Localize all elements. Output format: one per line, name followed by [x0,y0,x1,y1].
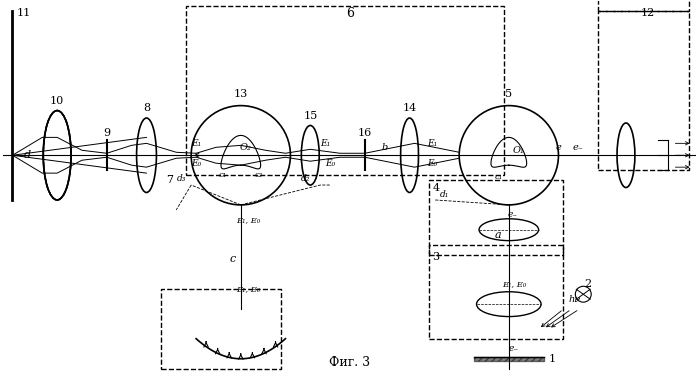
Text: 16: 16 [358,128,372,138]
Text: 9: 9 [103,128,110,138]
Text: 4: 4 [433,183,440,193]
Text: 15: 15 [303,111,317,121]
Text: a: a [494,230,501,240]
Bar [161,289,280,369]
Bar [598,11,689,170]
Text: 5: 5 [505,89,512,99]
Text: 1: 1 [549,354,556,364]
Text: E₀: E₀ [325,159,336,168]
Text: E₀: E₀ [427,159,438,168]
Text: c₁: c₁ [495,173,503,181]
Text: c₁: c₁ [219,171,227,179]
Text: 12: 12 [641,8,655,18]
Bar [186,6,504,175]
Text: E₁, E₀: E₁, E₀ [502,280,526,288]
Text: 8: 8 [143,103,150,113]
Text: 10: 10 [50,96,64,106]
Text: e₋: e₋ [573,143,584,152]
Text: 2: 2 [584,279,592,289]
Text: O₂: O₂ [240,143,252,152]
Text: d₁: d₁ [440,191,449,199]
Text: E₁: E₁ [191,139,201,148]
Text: d₂: d₂ [301,174,310,183]
Text: 7: 7 [166,175,173,185]
Bar [429,244,563,339]
Text: e₋: e₋ [509,345,519,353]
Text: 6: 6 [346,7,354,20]
Text: 13: 13 [233,89,248,99]
Text: hν: hν [568,295,580,304]
Text: E₁: E₁ [427,139,438,148]
Text: d: d [24,150,31,160]
Text: Фиг. 3: Фиг. 3 [329,356,370,369]
Text: E₁, E₀: E₁, E₀ [237,285,261,293]
Text: c: c [230,254,236,265]
Text: e: e [556,143,561,152]
Text: e₋: e₋ [507,210,518,219]
Text: c₂: c₂ [254,171,263,179]
Text: O₁: O₁ [513,146,525,155]
Text: 14: 14 [403,103,417,113]
Text: d₃: d₃ [177,174,186,183]
Text: E₁, E₀: E₁, E₀ [237,216,261,224]
Text: 3: 3 [433,252,440,263]
Text: b: b [382,143,388,152]
Text: 11: 11 [17,8,31,18]
Bar [429,180,563,255]
Bar [598,0,689,11]
Text: E₁: E₁ [320,139,331,148]
Text: E₀: E₀ [191,159,201,168]
